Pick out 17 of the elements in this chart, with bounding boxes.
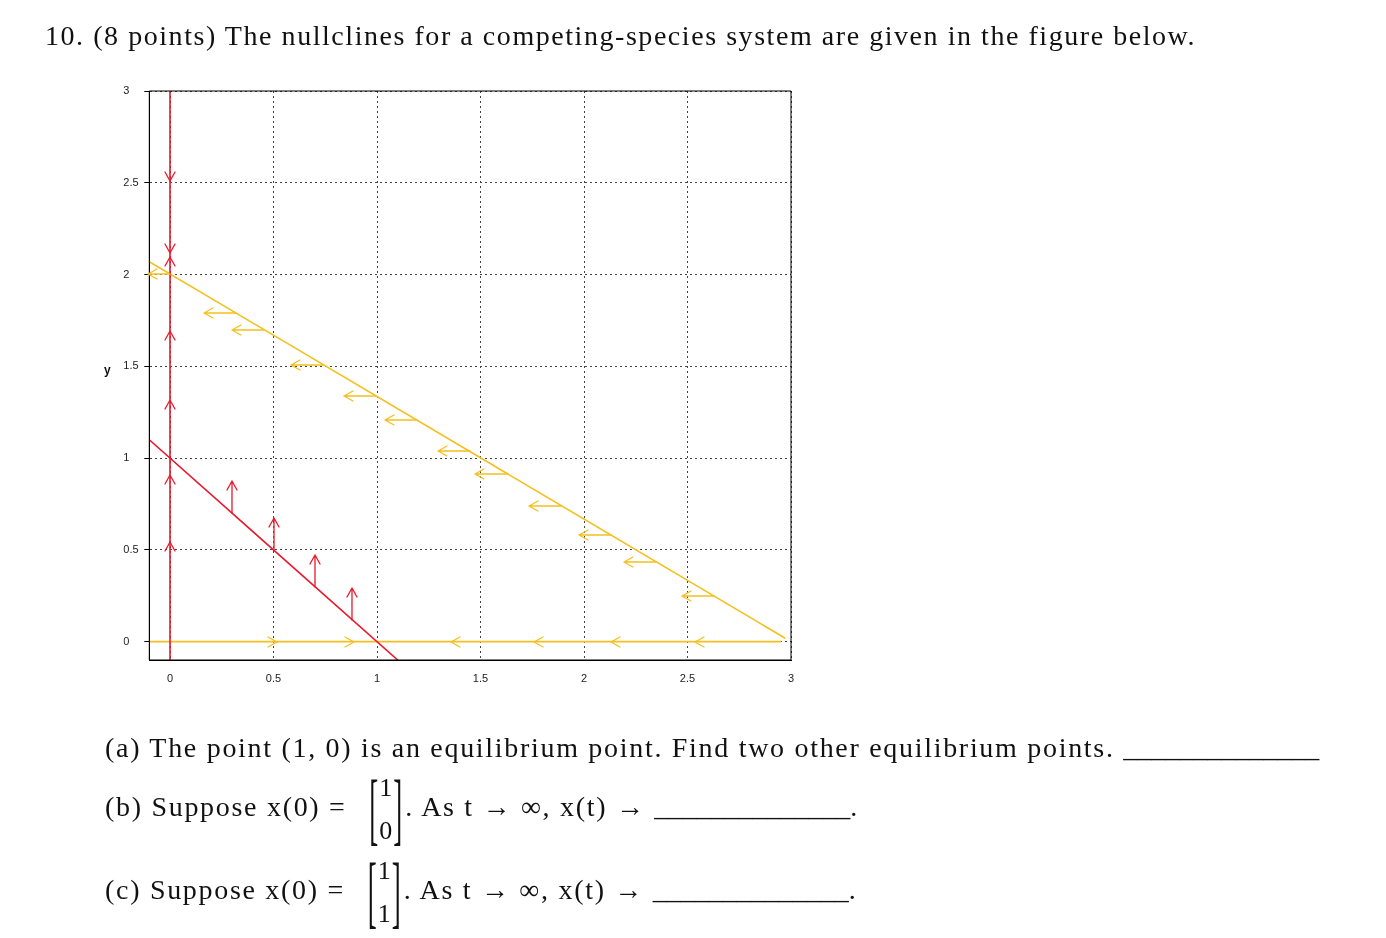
- y-tick-label: 1.5: [123, 359, 139, 372]
- y-tick-label: 0.5: [123, 542, 139, 555]
- y-tick-label: 1: [123, 451, 130, 464]
- y-axis-title: y: [103, 362, 111, 377]
- y-tick-label: 0: [123, 634, 130, 647]
- y-tick-label: 3: [123, 84, 130, 97]
- y-tick-label: 2: [123, 267, 130, 280]
- x-tick-label: 1: [373, 671, 381, 684]
- x-tick-label: 0.5: [265, 671, 282, 684]
- x-tick-label: 0: [166, 671, 174, 684]
- x-tick-label: 2: [580, 671, 588, 684]
- chart-title: 10. (8 points) The nullclines for a competing-species system are given in the figure below.: [45, 20, 1197, 52]
- x-tick-label: 1.5: [472, 671, 489, 684]
- text: (a) The point (1, 0) is an equilibrium point. Find two other equilibrium points. ______________: [105, 731, 1320, 765]
- x-tick-label: 2.5: [679, 671, 696, 684]
- y-tick-label: 2.5: [123, 175, 139, 188]
- x-tick-label: 3: [787, 671, 795, 684]
